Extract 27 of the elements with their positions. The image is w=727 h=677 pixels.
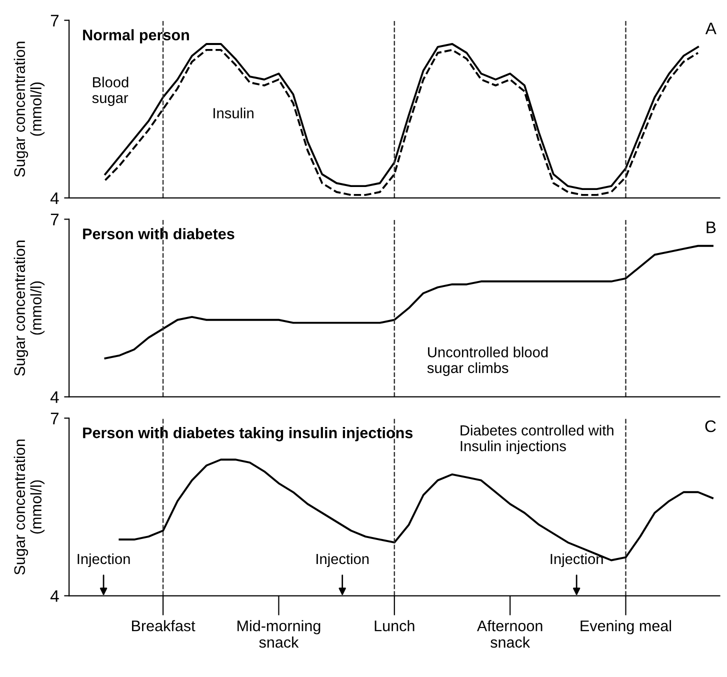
annotation: Injection <box>78 553 130 568</box>
annotation: C <box>705 420 716 432</box>
y-tick-label: 7 <box>50 14 59 26</box>
y-tick-label: 7 <box>50 412 59 424</box>
annotation: A <box>705 22 716 34</box>
annotation: Blood sugar <box>92 76 128 106</box>
annotation: B <box>706 222 716 234</box>
annotation: Injection <box>316 553 369 568</box>
text: Normal person <box>83 29 189 44</box>
x-tick-label: Mid-morning snack <box>238 620 320 648</box>
annotation: Uncontrolled blood sugar climbs <box>427 346 548 376</box>
annotation: Diabetes controlled with Insulin injections <box>460 424 614 454</box>
y-axis-title: Sugar concentration (mmol/l) <box>14 240 45 376</box>
annotation: Insulin <box>214 108 254 118</box>
text: Person with diabetes taking insulin injections <box>83 427 413 442</box>
chart-title: Person with diabetes <box>83 228 234 240</box>
y-axis-title: Sugar concentration (mmol/l) <box>14 440 45 575</box>
x-tick-label: Breakfast <box>132 620 196 632</box>
x-tick-label: Afternoon snack <box>476 620 542 648</box>
y-tick-label: 4 <box>50 590 59 602</box>
x-tick-label: Lunch <box>374 620 414 632</box>
y-axis-title: Sugar concentration (mmol/l) <box>14 42 45 177</box>
x-tick-label: Evening meal <box>580 620 672 634</box>
y-tick-label: 4 <box>50 192 59 204</box>
y-tick-label: 7 <box>50 214 59 226</box>
y-tick-label: 4 <box>50 391 59 403</box>
annotation: Injection <box>550 553 603 568</box>
